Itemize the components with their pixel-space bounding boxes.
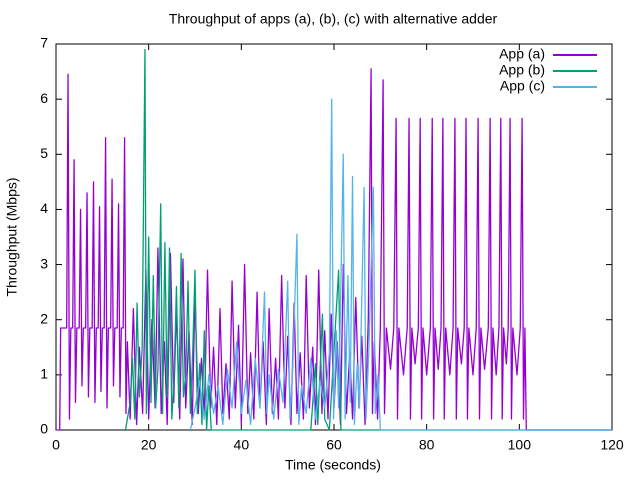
x-tick-label: 20 (141, 437, 157, 453)
y-tick-label: 2 (40, 310, 48, 326)
y-tick-label: 7 (40, 35, 48, 51)
series-line (189, 98, 612, 431)
legend-label: App (a) (499, 46, 545, 62)
legend-label: App (c) (500, 78, 545, 94)
x-tick-label: 100 (508, 437, 532, 453)
y-axis-label: Throughput (Mbps) (4, 177, 20, 296)
y-tick-label: 5 (40, 145, 48, 161)
y-tick-label: 4 (40, 200, 48, 216)
y-tick-label: 0 (40, 421, 48, 437)
chart-title: Throughput of apps (a), (b), (c) with al… (169, 11, 498, 27)
y-tick-label: 6 (40, 90, 48, 106)
x-tick-label: 0 (52, 437, 60, 453)
legend-label: App (b) (499, 62, 545, 78)
x-axis-label: Time (seconds) (285, 457, 381, 473)
y-tick-label: 3 (40, 255, 48, 271)
x-tick-label: 40 (234, 437, 250, 453)
x-tick-label: 120 (600, 437, 624, 453)
series-line (56, 68, 612, 431)
x-tick-label: 60 (326, 437, 342, 453)
x-tick-label: 80 (419, 437, 435, 453)
y-tick-label: 1 (40, 366, 48, 382)
